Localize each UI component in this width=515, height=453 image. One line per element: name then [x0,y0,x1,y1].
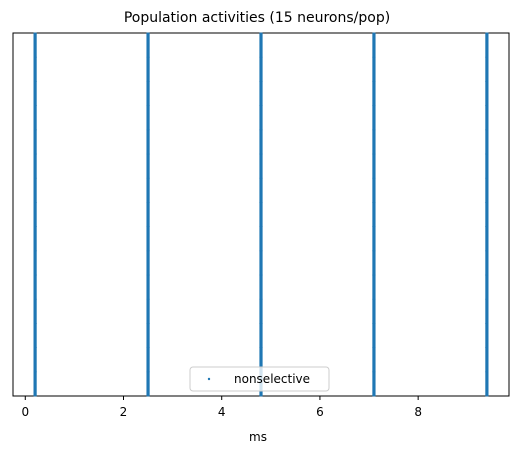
spike-point [372,371,376,397]
spike-point [259,153,263,179]
spike-point [372,56,376,82]
spike-point [259,274,263,300]
spike-point [485,274,489,300]
legend-marker-nonselective [207,377,211,381]
spike-point [485,226,489,252]
spike-point [485,347,489,373]
spike-point [33,371,37,397]
spike-point [259,323,263,348]
spike-point [372,274,376,300]
x-tick-label: 4 [218,405,226,419]
spike-point [146,323,150,348]
spike-point [372,129,376,155]
spike-point [259,298,263,324]
spike-point [146,56,150,82]
x-tick-label: 2 [120,405,128,419]
spike-point [372,298,376,324]
spike-point [372,226,376,252]
spike-point [485,177,489,203]
legend-label-nonselective: nonselective [234,372,310,386]
spike-point [33,202,37,227]
x-tick-label: 0 [21,405,29,419]
legend: nonselective [189,366,330,392]
spike-point [33,250,37,276]
spike-point [485,202,489,227]
spike-point [259,226,263,252]
x-axis-ticks: 0 2 4 6 8 [21,396,422,419]
spike-point [33,56,37,82]
spike-point [485,81,489,106]
spike-point [259,81,263,106]
spike-point [146,105,150,131]
spike-point [146,202,150,227]
spike-point [146,129,150,155]
spike-point [146,226,150,252]
spike-point [372,32,376,58]
spike-point [372,347,376,373]
spike-point [259,347,263,373]
spike-point [33,226,37,252]
spike-point [485,298,489,324]
spike-point [33,347,37,373]
spike-point [146,153,150,179]
spike-point [33,153,37,179]
spike-point [33,105,37,131]
spike-point [33,81,37,106]
x-tick-label: 6 [316,405,324,419]
spike-point [33,32,37,58]
spike-point [259,177,263,203]
spike-point [33,274,37,300]
spike-point [259,105,263,131]
spike-point [372,105,376,131]
spike-point [372,153,376,179]
spike-point [259,250,263,276]
spike-point [485,153,489,179]
spike-point [33,298,37,324]
spike-point [146,81,150,106]
spike-point [485,323,489,348]
spike-marks [33,32,489,397]
spike-point [372,323,376,348]
spike-point [146,347,150,373]
spike-point [485,129,489,155]
chart-title: Population activities (15 neurons/pop) [124,10,390,26]
x-axis-label: ms [249,430,267,444]
spike-point [259,56,263,82]
spike-point [146,250,150,276]
spike-point [146,177,150,203]
spike-point [33,323,37,348]
spike-point [372,177,376,203]
spike-point [33,129,37,155]
spike-point [372,202,376,227]
spike-point [146,32,150,58]
x-tick-label: 8 [414,405,422,419]
spike-point [372,81,376,106]
spike-point [259,32,263,58]
spike-point [146,298,150,324]
spike-point [33,177,37,203]
spike-point [146,274,150,300]
spike-point [485,371,489,397]
spike-point [372,250,376,276]
spike-point [485,250,489,276]
legend-frame [189,366,330,392]
spike-point [146,371,150,397]
spike-point [485,105,489,131]
spike-point [259,202,263,227]
spike-point [259,129,263,155]
spike-point [485,32,489,58]
spike-point [485,56,489,82]
